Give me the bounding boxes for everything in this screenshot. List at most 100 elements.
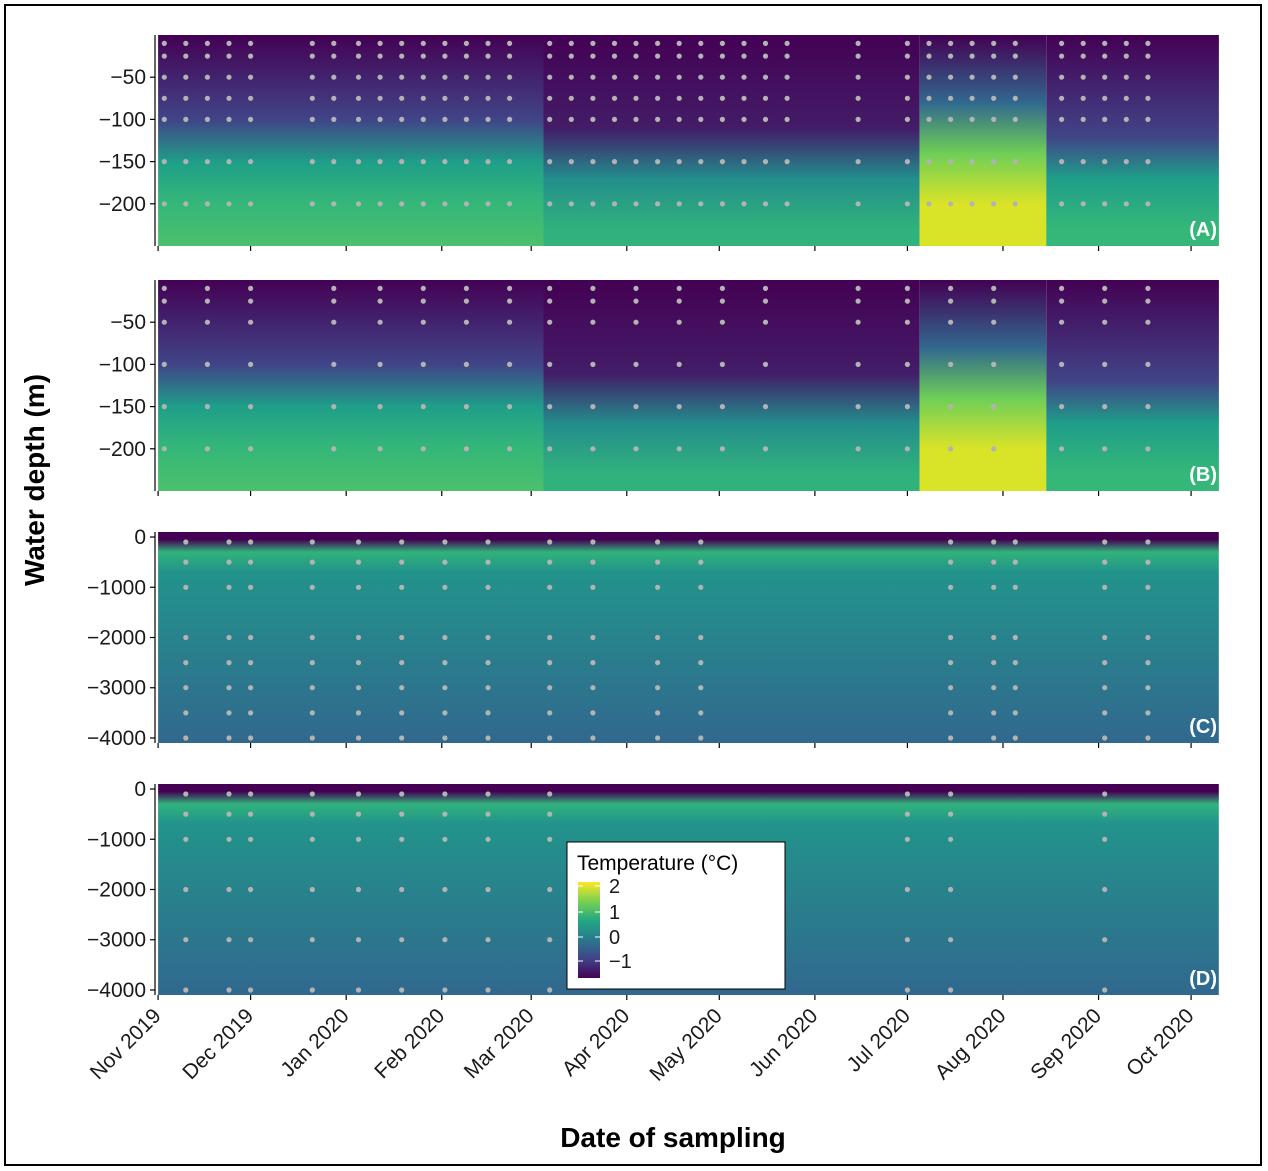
sampling-point <box>948 987 954 993</box>
sampling-point <box>698 74 704 80</box>
sampling-point <box>442 634 448 641</box>
sampling-point <box>655 159 661 165</box>
sampling-point <box>568 74 574 80</box>
sampling-point <box>762 319 769 325</box>
sampling-point <box>698 685 704 691</box>
sampling-point <box>590 285 596 291</box>
sampling-point <box>507 40 513 47</box>
sampling-point <box>1012 710 1018 716</box>
sampling-point <box>399 116 405 122</box>
sampling-point <box>948 634 954 641</box>
sampling-point <box>463 319 469 325</box>
sampling-point <box>784 53 790 59</box>
sampling-point <box>204 40 210 47</box>
sampling-point <box>1123 53 1129 59</box>
sampling-point <box>762 404 769 410</box>
sampling-point <box>590 404 596 410</box>
sampling-point <box>1123 40 1129 47</box>
sampling-point <box>420 298 426 304</box>
sampling-point <box>547 660 553 666</box>
sampling-point <box>204 53 210 59</box>
sampling-point <box>948 285 954 291</box>
sampling-point <box>676 40 682 47</box>
sampling-point <box>676 404 682 410</box>
sampling-point <box>485 95 491 101</box>
sampling-point <box>377 116 383 122</box>
y-tick-label: −150 <box>99 396 146 419</box>
temperature-legend: Temperature (°C) 2 1 0−1 <box>566 841 786 990</box>
sampling-point <box>377 319 383 325</box>
sampling-point <box>161 361 167 367</box>
sampling-point <box>420 159 426 165</box>
sampling-point <box>183 987 189 993</box>
sampling-point <box>1145 404 1151 410</box>
sampling-point <box>1102 791 1108 797</box>
sampling-point <box>948 319 954 325</box>
sampling-point <box>1012 74 1018 80</box>
sampling-point <box>331 95 337 101</box>
sampling-point <box>698 201 704 207</box>
sampling-point <box>399 886 405 893</box>
sampling-point <box>309 201 315 207</box>
sampling-point <box>1012 584 1018 590</box>
sampling-point <box>485 987 491 993</box>
sampling-point <box>1102 95 1108 101</box>
sampling-point <box>309 710 315 716</box>
sampling-point <box>969 74 975 80</box>
sampling-point <box>420 361 426 367</box>
sampling-point <box>633 361 639 367</box>
sampling-point <box>948 74 954 80</box>
sampling-point <box>485 74 491 80</box>
sampling-point <box>698 559 704 565</box>
sampling-points <box>161 285 1151 452</box>
sampling-point <box>309 634 315 641</box>
sampling-point <box>568 40 574 47</box>
temperature-field-segment <box>1046 35 1219 246</box>
sampling-point <box>442 95 448 101</box>
sampling-point <box>309 836 315 842</box>
sampling-point <box>248 836 254 842</box>
sampling-point <box>991 95 997 101</box>
sampling-point <box>463 116 469 122</box>
sampling-point <box>948 791 954 797</box>
sampling-point <box>1145 446 1151 452</box>
sampling-point <box>991 634 997 641</box>
sampling-point <box>442 74 448 80</box>
sampling-point <box>676 201 682 207</box>
sampling-point <box>741 159 747 165</box>
sampling-point <box>762 298 769 304</box>
sampling-point <box>183 559 189 565</box>
sampling-point <box>611 53 618 59</box>
sampling-point <box>590 559 596 565</box>
sampling-point <box>969 53 975 59</box>
sampling-point <box>719 74 726 80</box>
sampling-point <box>719 404 726 410</box>
legend-tick-label: 1 <box>609 902 620 924</box>
sampling-point <box>463 95 469 101</box>
sampling-point <box>355 811 362 817</box>
sampling-point <box>590 319 596 325</box>
y-tick-label: −200 <box>99 193 146 216</box>
sampling-point <box>442 937 448 943</box>
sampling-point <box>377 95 383 101</box>
sampling-point <box>355 937 362 943</box>
sampling-point <box>331 446 337 452</box>
legend-tick-label: −1 <box>609 951 632 973</box>
sampling-point <box>463 298 469 304</box>
sampling-point <box>248 201 254 207</box>
sampling-point <box>655 685 661 691</box>
sampling-point <box>855 74 861 80</box>
sampling-point <box>1145 735 1151 741</box>
y-tick-label: −3000 <box>87 677 146 700</box>
sampling-point <box>904 404 911 410</box>
sampling-point <box>590 53 596 59</box>
sampling-point <box>1102 559 1108 565</box>
sampling-point <box>904 319 911 325</box>
sampling-point <box>1059 446 1065 452</box>
sampling-point <box>655 710 661 716</box>
sampling-point <box>183 584 189 590</box>
sampling-point <box>1059 298 1065 304</box>
sampling-point <box>633 40 639 47</box>
sampling-point <box>991 584 997 590</box>
sampling-point <box>507 95 513 101</box>
